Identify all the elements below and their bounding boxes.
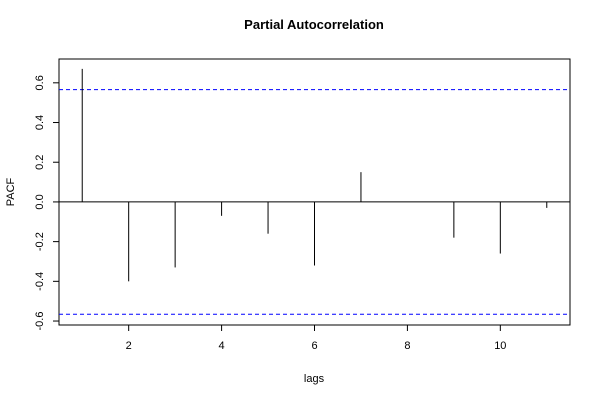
confidence-bounds — [59, 89, 570, 315]
x-axis-label: lags — [304, 373, 325, 385]
y-tick-label: -0.2 — [34, 232, 46, 251]
plot-frame — [58, 58, 571, 326]
chart-title: Partial Autocorrelation — [244, 17, 384, 32]
y-tick-label: 0.6 — [34, 75, 46, 90]
x-axis: 2 4 6 8 10 — [126, 325, 506, 352]
y-axis: -0.6 -0.4 -0.2 0.0 0.2 0.4 0.6 — [34, 75, 59, 331]
y-tick-label: 0.2 — [34, 155, 46, 170]
pacf-bars — [81, 68, 548, 282]
x-tick-label: 4 — [219, 340, 225, 352]
x-tick-label: 2 — [126, 340, 132, 352]
x-tick-label: 8 — [404, 340, 410, 352]
y-tick-label: -0.4 — [34, 272, 46, 291]
y-tick-label: 0.4 — [34, 115, 46, 130]
x-tick-label: 6 — [311, 340, 317, 352]
x-tick-label: 10 — [494, 340, 506, 352]
y-axis-label: PACF — [5, 177, 17, 206]
y-tick-label: -0.6 — [34, 312, 46, 331]
y-tick-label: 0.0 — [34, 194, 46, 209]
